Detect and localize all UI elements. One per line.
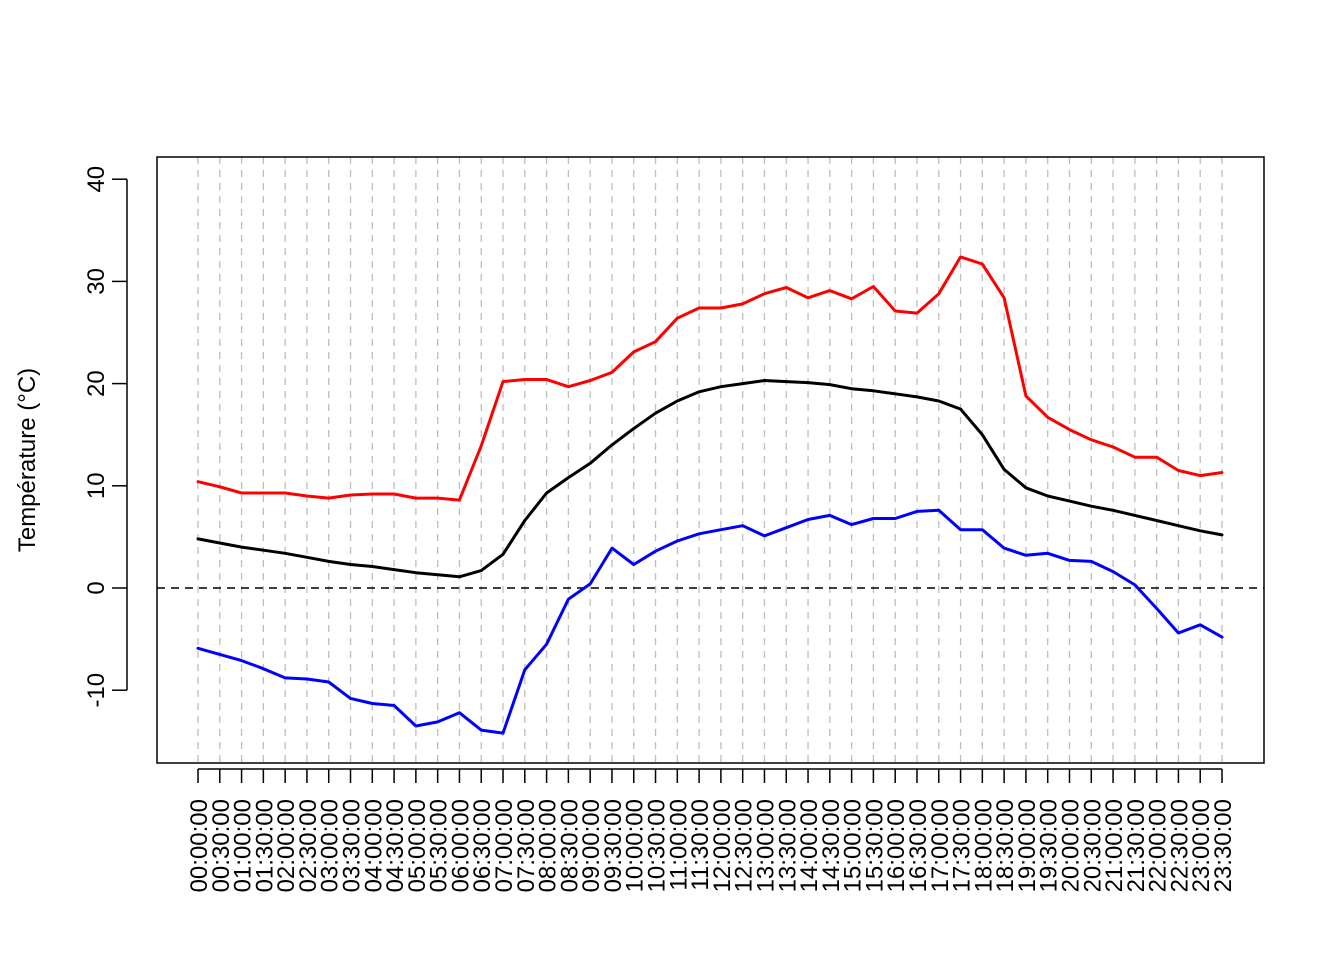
x-tick-label: 23:00:00 <box>1188 799 1215 892</box>
x-tick-label: 09:30:00 <box>600 799 627 892</box>
x-tick-label: 04:30:00 <box>382 799 409 892</box>
x-tick-label: 00:00:00 <box>186 799 213 892</box>
x-tick-label: 23:30:00 <box>1210 799 1237 892</box>
x-tick-label: 02:00:00 <box>273 799 300 892</box>
x-tick-label: 16:00:00 <box>883 799 910 892</box>
x-tick-label: 22:30:00 <box>1166 799 1193 892</box>
x-tick-label: 03:30:00 <box>339 799 366 892</box>
x-tick-label: 16:30:00 <box>905 799 932 892</box>
x-tick-label: 13:30:00 <box>774 799 801 892</box>
x-tick-label: 15:30:00 <box>861 799 888 892</box>
x-tick-label: 21:30:00 <box>1123 799 1150 892</box>
x-tick-label: 18:30:00 <box>992 799 1019 892</box>
x-tick-label: 02:30:00 <box>295 799 322 892</box>
x-tick-label: 12:30:00 <box>731 799 758 892</box>
vertical-gridlines <box>197 157 1223 763</box>
x-tick-label: 20:00:00 <box>1057 799 1084 892</box>
x-tick-label: 13:00:00 <box>752 799 779 892</box>
x-tick-label: 22:00:00 <box>1145 799 1172 892</box>
x-tick-label: 20:30:00 <box>1079 799 1106 892</box>
x-tick-label: 15:00:00 <box>840 799 867 892</box>
x-tick-label: 00:30:00 <box>208 799 235 892</box>
x-tick-label: 03:00:00 <box>317 799 344 892</box>
x-tick-label: 07:30:00 <box>513 799 540 892</box>
x-tick-label: 14:00:00 <box>796 799 823 892</box>
y-axis: -10 0 10 20 30 40 <box>83 166 128 708</box>
series-line-2 <box>196 379 1224 579</box>
y-tick-label: 30 <box>83 268 110 295</box>
x-tick-label: 01:00:00 <box>230 799 257 892</box>
x-tick-label: 06:00:00 <box>447 799 474 892</box>
x-tick-label: 17:00:00 <box>927 799 954 892</box>
x-tick-label: 19:00:00 <box>1014 799 1041 892</box>
x-tick-label: 09:00:00 <box>578 799 605 892</box>
y-axis-title: Température (°C) <box>14 368 41 552</box>
x-tick-label: 11:00:00 <box>665 799 692 891</box>
x-tick-label: 17:30:00 <box>949 799 976 892</box>
x-tick-label: 10:30:00 <box>644 799 671 892</box>
x-tick-label: 21:00:00 <box>1101 799 1128 892</box>
x-tick-label: 01:30:00 <box>251 799 278 892</box>
series-line-1 <box>196 255 1224 502</box>
series-layer <box>196 255 1224 735</box>
x-tick-label: 05:00:00 <box>404 799 431 892</box>
x-tick-label: 19:30:00 <box>1036 799 1063 892</box>
x-tick-label: 04:00:00 <box>360 799 387 892</box>
y-tick-label: 0 <box>83 581 110 594</box>
x-tick-label: 07:00:00 <box>491 799 518 892</box>
x-tick-label: 05:30:00 <box>426 799 453 892</box>
plot-frame <box>156 156 1265 764</box>
x-tick-label: 08:30:00 <box>556 799 583 892</box>
y-tick-label: 40 <box>83 166 110 193</box>
y-tick-label: 20 <box>83 370 110 397</box>
y-tick-label: -10 <box>83 673 110 708</box>
x-tick-label: 18:00:00 <box>970 799 997 892</box>
x-axis: 00:00:0000:30:0001:00:0001:30:0002:00:00… <box>186 768 1237 892</box>
x-tick-label: 14:30:00 <box>818 799 845 892</box>
x-tick-label: 10:00:00 <box>622 799 649 892</box>
x-tick-label: 12:00:00 <box>709 799 736 892</box>
x-tick-label: 11:30:00 <box>687 799 714 891</box>
y-tick-label: 10 <box>83 472 110 499</box>
series-line-3 <box>196 508 1224 735</box>
x-tick-label: 06:30:00 <box>469 799 496 892</box>
x-tick-label: 08:00:00 <box>535 799 562 892</box>
